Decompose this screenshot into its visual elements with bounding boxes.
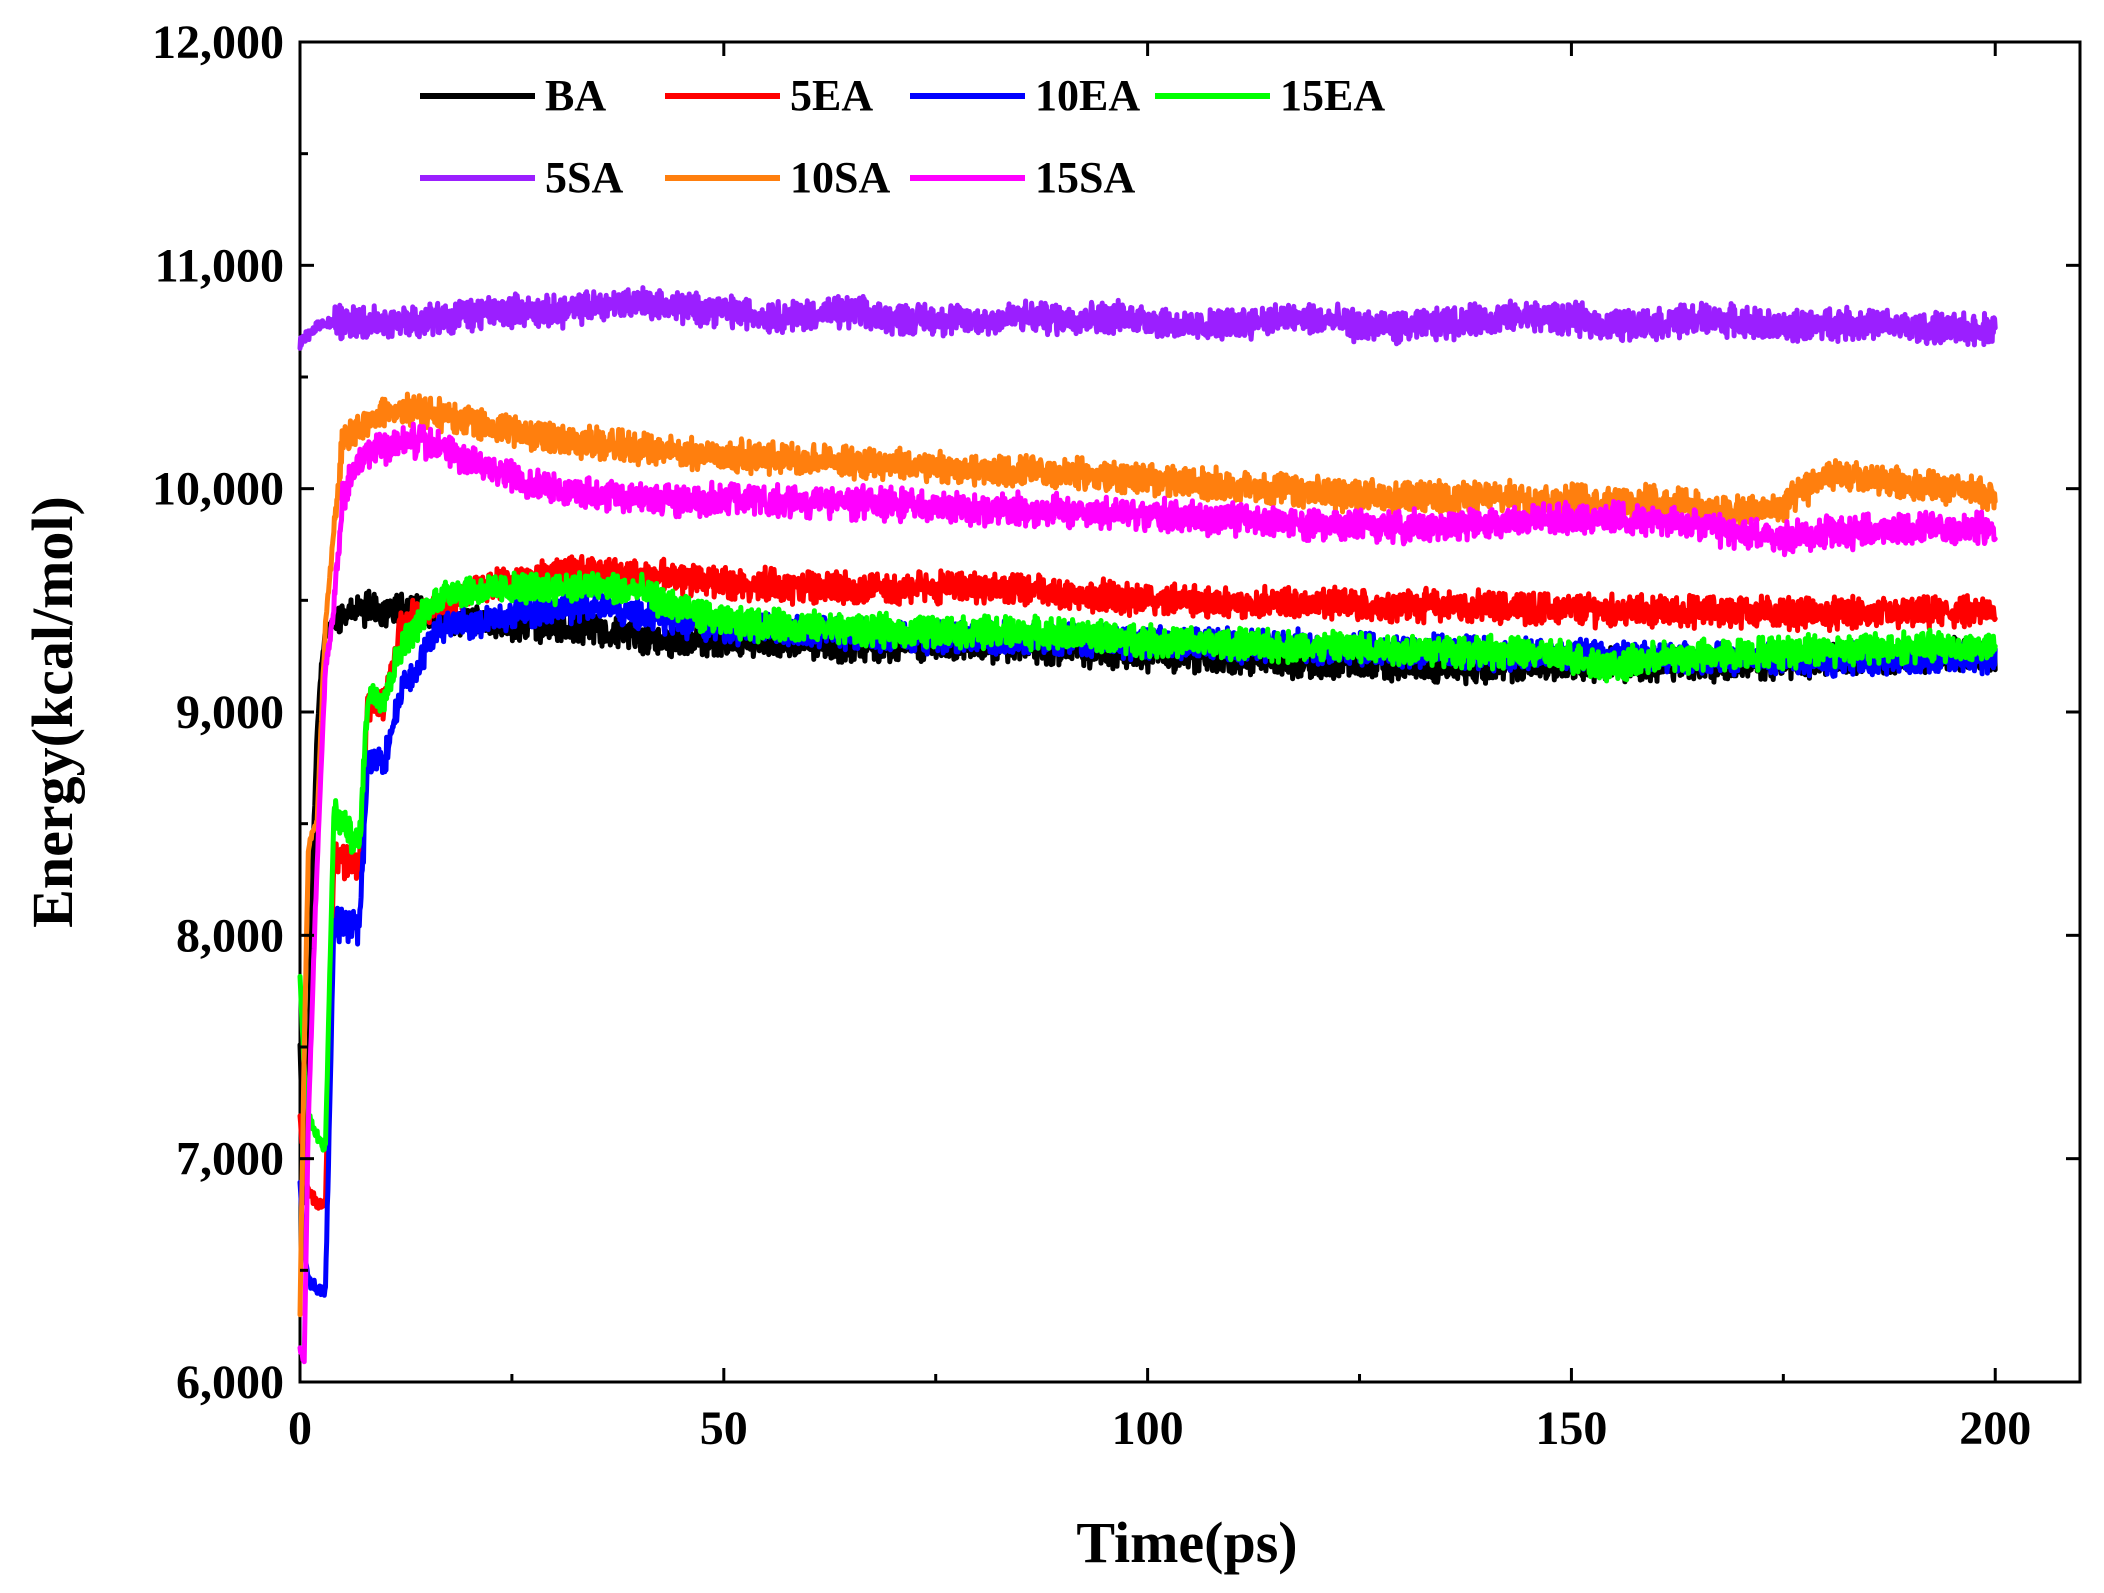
legend-label-15ea: 15EA — [1280, 71, 1385, 120]
legend-label-10ea: 10EA — [1035, 71, 1140, 120]
series-line-ba — [297, 588, 1998, 1206]
series-line-15ea — [297, 570, 1998, 1153]
x-tick-label: 150 — [1535, 1402, 1607, 1455]
x-axis-title: Time(ps) — [1076, 1510, 1297, 1575]
y-tick-label: 12,000 — [152, 16, 284, 69]
series-line-10sa — [297, 391, 1998, 1318]
legend-label-15sa: 15SA — [1035, 153, 1135, 202]
series-line-10ea — [297, 585, 1998, 1298]
legend-label-5ea: 5EA — [790, 71, 873, 120]
legend-label-ba: BA — [545, 71, 606, 120]
y-tick-label: 11,000 — [155, 239, 284, 292]
y-tick-label: 8,000 — [176, 909, 284, 962]
y-tick-label: 6,000 — [176, 1356, 284, 1409]
series-line-5ea — [297, 554, 1998, 1211]
x-tick-label: 200 — [1959, 1402, 2031, 1455]
y-tick-label: 9,000 — [176, 686, 284, 739]
legend-label-5sa: 5SA — [545, 153, 623, 202]
plot-frame — [298, 40, 2082, 1384]
x-tick-label: 50 — [700, 1402, 748, 1455]
axes-layer: 0 50 100 150 200 6,000 7,000 8,000 9,000 10,000 11… — [152, 16, 2080, 1455]
y-axis-title: Energy(kcal/mol) — [20, 496, 85, 928]
x-tick-label: 100 — [1112, 1402, 1184, 1455]
y-tick-label: 7,000 — [176, 1133, 284, 1186]
y-tick-label: 10,000 — [152, 463, 284, 516]
legend-label-10sa: 10SA — [790, 153, 890, 202]
legend: BA 5EA 10EA 15EA 5SA 10SA 15SA — [420, 71, 1385, 202]
series-line-15sa — [297, 421, 1998, 1365]
series-line-5sa — [297, 285, 1998, 351]
x-tick-label: 0 — [288, 1402, 312, 1455]
series-layer — [297, 285, 1998, 1365]
